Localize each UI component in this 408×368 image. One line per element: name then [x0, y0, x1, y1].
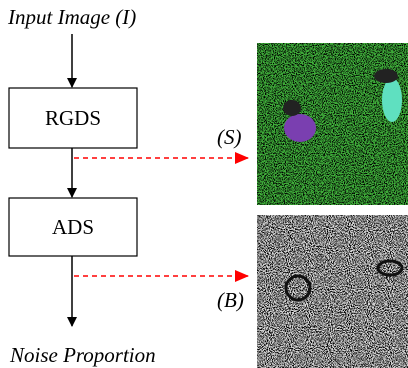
boundary-image [257, 215, 408, 368]
output-label: (S) [217, 125, 242, 149]
output-title: Noise Proportion [9, 343, 156, 367]
node-label: RGDS [45, 106, 101, 130]
segmentation-image [257, 43, 408, 205]
diagram: Input Image (I) RGDS ADS (S) (B) Noise P… [0, 0, 408, 368]
input-label: Input Image (I) [7, 5, 136, 29]
node-label: ADS [52, 215, 94, 239]
output-label: (B) [217, 288, 244, 312]
